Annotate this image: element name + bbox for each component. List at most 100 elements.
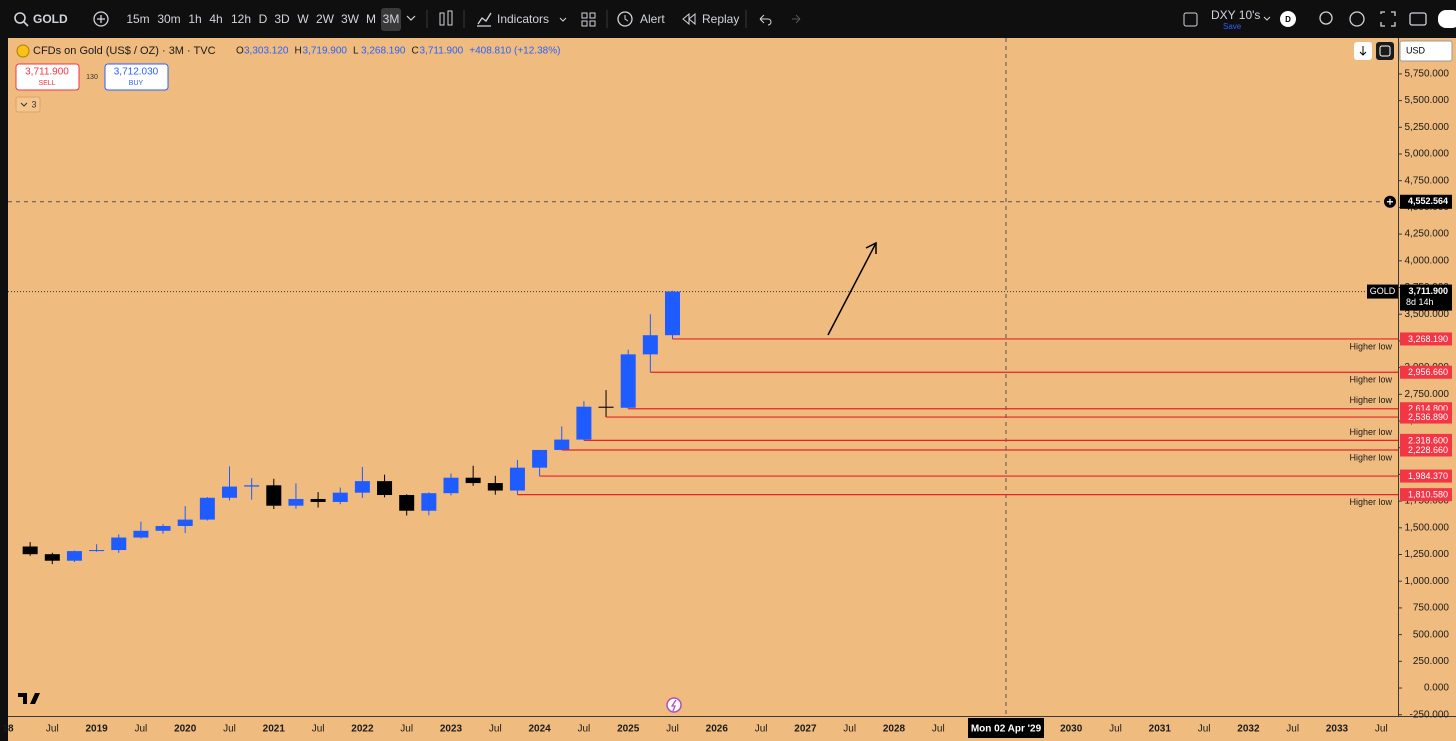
redo-button[interactable] [792, 14, 801, 24]
level-price: 2,956.660 [1408, 367, 1448, 377]
level-price-tag [1400, 410, 1452, 424]
sell-button[interactable] [15, 63, 80, 91]
interval-dropdown[interactable] [406, 15, 416, 21]
compare-button[interactable] [93, 11, 109, 27]
layout-dropdown[interactable] [1263, 16, 1271, 21]
avatar-letter[interactable]: D [1285, 15, 1291, 24]
indicators-toggle[interactable] [15, 96, 41, 113]
x-tick-label: Jul [1286, 724, 1299, 735]
interval[interactable]: 3W [341, 12, 360, 26]
buy-price[interactable]: 3,712.030 [114, 67, 159, 78]
snapshot-button[interactable] [1409, 12, 1427, 26]
candle-body [443, 477, 459, 494]
indicator-count[interactable]: 3 [31, 99, 36, 109]
candle-body [487, 483, 503, 491]
interval[interactable]: 3M [383, 12, 400, 26]
interval[interactable]: 4h [209, 12, 222, 26]
replay-button[interactable]: Replay [682, 12, 739, 26]
currency-box[interactable] [1399, 40, 1453, 62]
level-price: 1,810.580 [1408, 490, 1448, 500]
candle-body [199, 497, 215, 520]
y-tick-label: 250.000 [1413, 656, 1450, 667]
y-tick-label: 4,750.000 [1405, 175, 1450, 186]
x-tick-label: 2021 [263, 724, 286, 735]
ohlc-value: 3,303.120 [244, 46, 289, 57]
events-icon[interactable] [666, 697, 682, 713]
interval[interactable]: M [366, 12, 376, 26]
x-tick-label: Jul [1198, 724, 1211, 735]
trend-arrow[interactable] [827, 241, 877, 336]
y-tick-label: 5,250.000 [1405, 122, 1450, 133]
indicators-label[interactable]: Indicators [497, 12, 549, 26]
chart-type-button[interactable] [439, 10, 453, 26]
interval[interactable]: 1h [188, 12, 201, 26]
undo-button[interactable] [759, 14, 772, 26]
interval[interactable]: D [259, 12, 268, 26]
alert-button[interactable]: Alert [617, 11, 665, 27]
x-tick-label: Jul [400, 724, 413, 735]
x-tick-label: Jul [932, 724, 945, 735]
last-price: 3,711.900 [1408, 286, 1448, 296]
y-tick-label: 2,750.000 [1405, 389, 1450, 400]
candle-body [421, 493, 437, 511]
interval[interactable]: W [297, 12, 309, 26]
buy-label[interactable]: BUY [129, 80, 144, 87]
x-tick-label: Jul [755, 724, 768, 735]
publish-button[interactable] [1438, 10, 1456, 28]
symbol-search[interactable]: GOLD [14, 12, 68, 27]
crosshair-date-tag [968, 718, 1044, 738]
level-note: Higher low [1349, 375, 1392, 385]
ohlc-value: 3,719.900 [303, 46, 348, 57]
candle-body [576, 406, 592, 440]
x-tick-label: Jul [1375, 724, 1388, 735]
candle-body [598, 406, 614, 408]
level-note: Higher low [1349, 497, 1392, 507]
ohlc-key: L [353, 46, 359, 57]
x-tick-label: Jul [578, 724, 591, 735]
level-price-tag [1400, 443, 1452, 457]
level-note: Higher low [1349, 427, 1392, 437]
level-price: 2,228.660 [1408, 445, 1448, 455]
ohlc-key: H [295, 46, 302, 57]
settings-button[interactable] [1349, 11, 1365, 27]
buy-button[interactable] [104, 63, 169, 91]
y-tick-label: 500.000 [1413, 629, 1450, 640]
x-tick-label: 18 [2, 724, 14, 735]
fullscreen-button[interactable] [1380, 11, 1396, 27]
symbol[interactable]: GOLD [33, 12, 68, 26]
interval[interactable]: 2W [316, 12, 335, 26]
interval[interactable]: 30m [157, 12, 180, 26]
level-price: 2,614.800 [1408, 404, 1448, 414]
indicators-button[interactable]: Indicators [477, 12, 567, 27]
interval[interactable]: 12h [231, 12, 251, 26]
level-price: 2,318.600 [1408, 435, 1448, 445]
candle-body [244, 485, 260, 487]
candle-body [665, 291, 680, 336]
ohlc-value: 3,268.190 [361, 46, 406, 57]
avatar[interactable] [1280, 11, 1296, 27]
candle-body [399, 495, 415, 511]
interval[interactable]: 15m [126, 12, 149, 26]
chart-pane[interactable] [8, 38, 1398, 716]
x-tick-label: 2026 [706, 724, 729, 735]
time-axis[interactable] [8, 716, 1456, 741]
maximize-button[interactable] [1376, 42, 1394, 60]
layout-button[interactable] [1183, 12, 1198, 27]
pane-controls [1354, 42, 1394, 60]
interval[interactable]: 3D [274, 12, 290, 26]
replay-label[interactable]: Replay [702, 12, 739, 26]
candle-body [155, 525, 171, 531]
layout-save[interactable]: Save [1223, 22, 1242, 31]
quick-search[interactable] [1319, 11, 1333, 25]
alert-label[interactable]: Alert [640, 12, 665, 26]
currency[interactable]: USD [1406, 45, 1426, 55]
layout-name[interactable]: DXY 10's [1211, 8, 1260, 22]
sell-label[interactable]: SELL [38, 80, 55, 87]
ohlc-value: 3,711.900 [420, 46, 464, 57]
candle-body [642, 335, 658, 355]
sell-price[interactable]: 3,711.900 [25, 67, 69, 78]
templates-button[interactable] [581, 12, 596, 27]
ohlc-key: C [412, 46, 419, 57]
x-tick-label: 2030 [1060, 724, 1083, 735]
x-tick-label: 2025 [617, 724, 640, 735]
